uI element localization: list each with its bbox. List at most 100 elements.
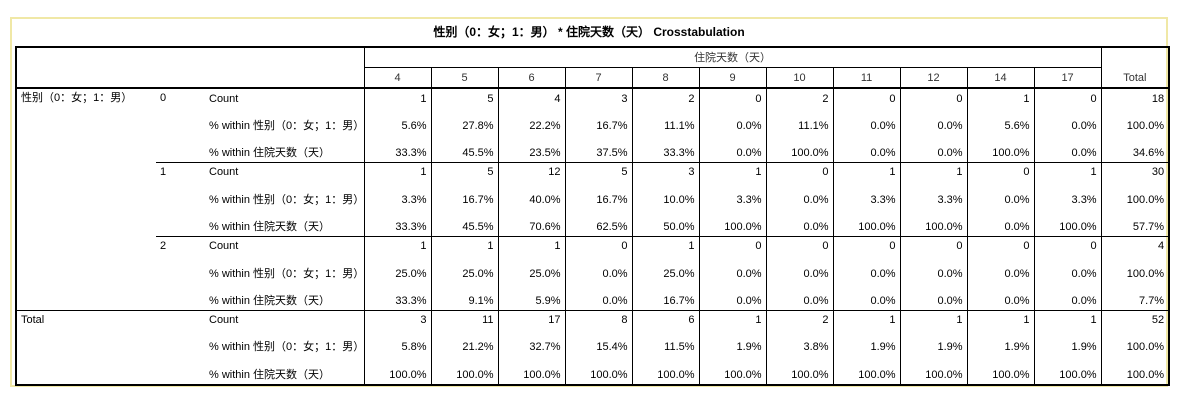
value-cell: 0.0% [765,291,834,311]
value-cell: 1 [698,162,767,182]
value-cell: 0.0% [564,291,633,311]
stat-label: % within 性别（0：女；1：男） [209,341,365,354]
value-cell: 0 [698,236,767,256]
value-cell: 3 [631,162,700,182]
value-cell: 25.0% [497,255,566,292]
stat-label: % within 住院天数（天） [209,220,331,233]
stat-label: % within 性别（0：女；1：男） [209,267,365,280]
row-level-label: 2 [156,236,205,311]
value-cell: 16.7% [631,291,700,311]
value-cell: 4 [497,88,566,108]
value-cell: 0.0% [899,143,968,163]
value-cell: 0 [832,88,901,108]
value-cell: 0 [765,162,834,182]
value-cell: 1.9% [899,329,968,366]
value-cell: 1 [899,309,968,330]
value-cell: 16.7% [430,181,499,218]
value-cell: 25.0% [430,255,499,292]
stat-label: % within 住院天数（天） [209,146,331,159]
stat-label: % within 住院天数（天） [209,294,331,307]
value-cell: 2 [631,88,700,108]
total-column-header: Total [1100,45,1171,90]
total-value: 57.7% [1100,217,1171,237]
column-level-header: 7 [564,67,633,90]
value-cell: 2 [765,88,834,108]
column-variable-label: 住院天数（天） [363,46,1102,69]
value-cell: 0.0% [1033,107,1102,144]
stat-label: % within 性别（0：女；1：男） [209,193,365,206]
value-cell: 0.0% [832,143,901,163]
value-cell: 0.0% [899,107,968,144]
value-cell: 25.0% [631,255,700,292]
stat-label: Count [209,92,239,105]
value-cell: 100.0% [832,365,901,386]
value-cell: 0.0% [698,107,767,144]
value-cell: 1 [1033,309,1102,330]
value-cell: 11.1% [631,107,700,144]
stat-row-within-row: % within 性别（0：女；1：男） 3.3% 16.7% 40.0% 16.7% 1… [16,181,1171,218]
value-cell: 1 [832,162,901,182]
stat-row-within-row: % within 性别（0：女；1：男） 5.8% 21.2% 32.7% 15.4% 1… [16,329,1171,366]
value-cell: 11 [430,309,499,330]
value-cell: 33.3% [363,217,432,237]
value-cell: 5.9% [497,291,566,311]
value-cell: 0 [832,236,901,256]
value-cell: 0 [564,236,633,256]
value-cell: 100.0% [765,143,834,163]
row-level-label [156,310,205,386]
value-cell: 0.0% [765,255,834,292]
value-cell: 11.1% [765,107,834,144]
value-cell: 0 [966,236,1035,256]
value-cell: 0 [1033,236,1102,256]
value-cell: 9.1% [430,291,499,311]
stat-label: Count [205,236,365,256]
stat-row-count: 性别（0：女；1：男） 0 Count 1 5 4 3 2 0 2 0 0 1 0 18 [15,87,1171,311]
column-level-header: 11 [832,67,901,90]
value-cell: 5 [430,88,499,108]
value-cell: 11.5% [631,329,700,366]
column-level-header: 6 [497,67,566,90]
value-cell: 0.0% [564,255,633,292]
value-cell: 100.0% [698,217,767,237]
value-cell: 1 [497,236,566,256]
value-cell: 70.6% [497,217,566,237]
column-level-header: 10 [765,67,834,90]
value-cell: 3.3% [832,181,901,218]
header-row-variable: 住院天数（天） Total [14,45,1171,90]
value-cell: 40.0% [497,181,566,218]
total-value: 30 [1100,162,1171,182]
total-value: 100.0% [1100,365,1171,386]
stat-row-count: 2 Count 1 1 1 0 1 0 0 0 0 0 0 4 [16,236,1171,311]
stat-row-within-row: % within 性别（0：女；1：男） 25.0% 25.0% 25.0% 0.0% 2… [16,255,1171,292]
value-cell: 100.0% [631,365,700,386]
value-cell: 0.0% [765,181,834,218]
value-cell: 0 [899,236,968,256]
value-cell: 3.3% [899,181,968,218]
value-cell: 0.0% [966,181,1035,218]
row-variable-label: Total [15,310,156,386]
value-cell: 37.5% [564,143,633,163]
total-value: 7.7% [1100,291,1171,311]
value-cell: 0.0% [966,291,1035,311]
stat-row-within-col: % within 住院天数（天） 100.0% 100.0% 100.0% 100.0%… [16,365,1171,386]
value-cell: 100.0% [765,365,834,386]
value-cell: 1 [631,236,700,256]
value-cell: 1 [832,309,901,330]
value-cell: 1 [363,88,432,108]
value-cell: 0 [899,88,968,108]
value-cell: 1 [430,236,499,256]
row-level-label: 1 [156,162,205,237]
value-cell: 100.0% [1033,365,1102,386]
value-cell: 1.9% [698,329,767,366]
value-cell: 45.5% [430,217,499,237]
value-cell: 0.0% [966,255,1035,292]
value-cell: 5 [430,162,499,182]
value-cell: 1 [698,309,767,330]
stat-row-within-col: % within 住院天数（天） 33.3% 45.5% 70.6% 62.5% 50.0… [16,217,1171,237]
value-cell: 0.0% [899,291,968,311]
value-cell: 0.0% [765,217,834,237]
total-value: 100.0% [1100,107,1171,144]
value-cell: 100.0% [966,365,1035,386]
column-level-header: 8 [631,67,700,90]
value-cell: 3.3% [363,181,432,218]
